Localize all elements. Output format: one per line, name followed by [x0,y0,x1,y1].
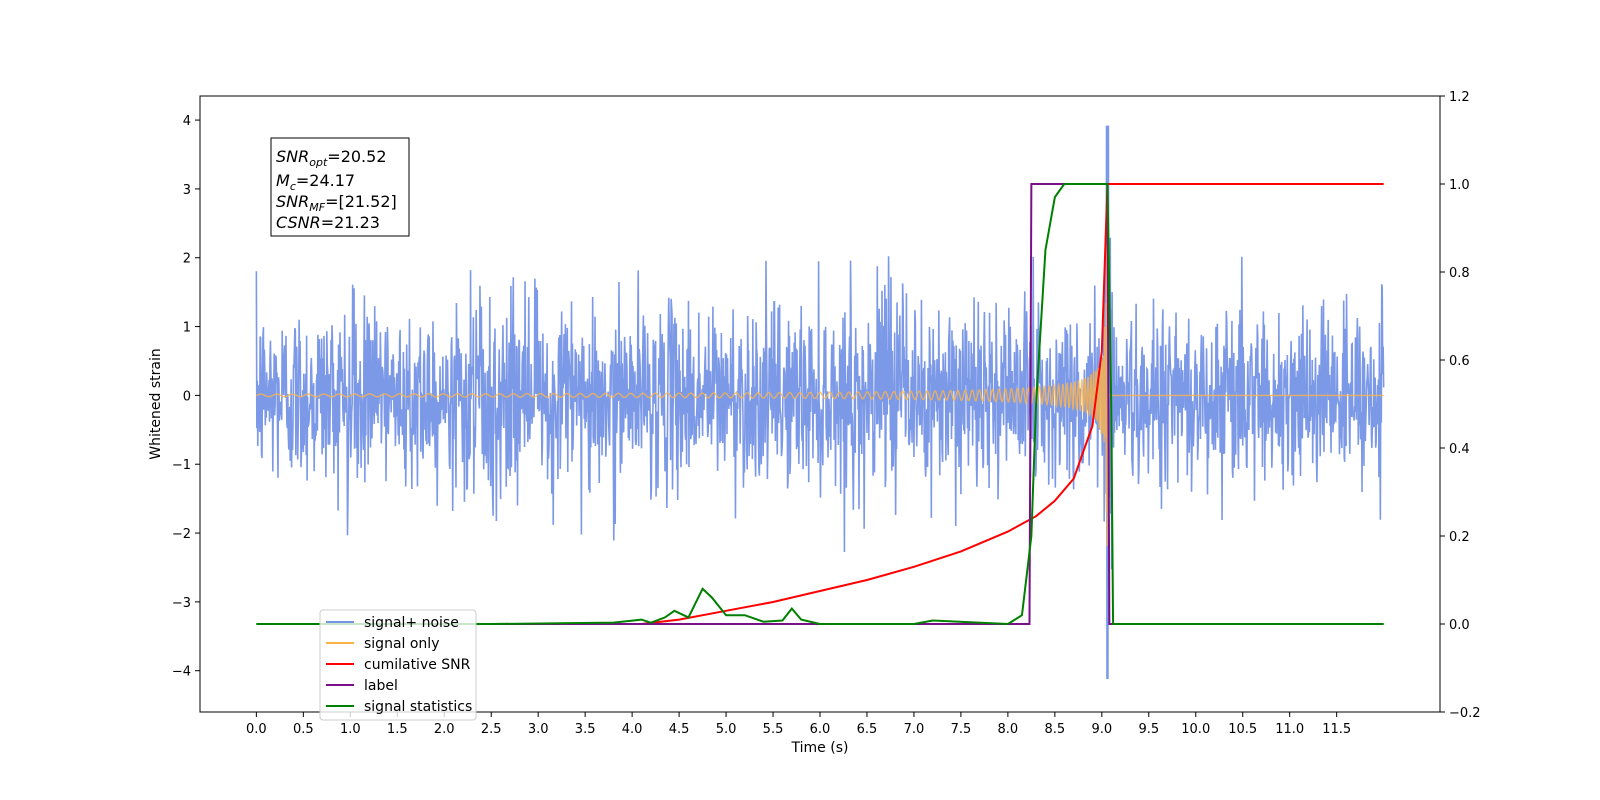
info-snr-mf-value: =[21.52] [325,192,397,211]
x-tick-label: 7.0 [904,722,925,737]
x-tick-label: 0.5 [293,722,314,737]
info-mc: Mc=24.17 [276,171,355,193]
info-snr-opt: SNRopt=20.52 [276,147,387,169]
y-axis-label: Whitened strain [148,348,164,459]
y2-tick-label: 1.2 [1449,90,1470,105]
x-axis-label: Time (s) [791,740,849,756]
x-tick-label: 9.5 [1138,722,1159,737]
x-tick-label: 4.0 [622,722,643,737]
info-mc-sub: c [290,180,296,193]
info-csnr: CSNR=21.23 [276,213,380,232]
info-snr-opt-sub: opt [309,156,328,169]
info-box-frame [270,137,410,237]
legend-label-signal-statistics: signal statistics [364,699,472,715]
x-tick-label: 2.0 [434,722,455,737]
info-snr-opt-base: SNR [276,147,309,166]
series-signal-noise-line [255,125,1385,679]
legend-label-signal-noise: signal+ noise [364,615,459,631]
y2-tick-label: 0.8 [1449,266,1470,281]
info-snr-mf-base: SNR [276,192,309,211]
info-snr-opt-value: =20.52 [327,147,386,166]
x-tick-label: 8.5 [1045,722,1066,737]
legend-item-signal-statistics: signal statistics [326,699,472,715]
info-snr-mf: SNRMF=[21.52] [276,192,397,214]
plot-area [255,125,1385,679]
x-tick-label: 11.0 [1275,722,1304,737]
info-csnr-value: =21.23 [321,213,380,232]
x-tick-label: 6.5 [857,722,878,737]
y2-tick-label: 0.4 [1449,442,1470,457]
y-tick-label: −2 [172,527,191,542]
y-tick-label: 2 [183,252,191,267]
x-tick-label: 10.0 [1181,722,1210,737]
y-axis-left: 4 3 2 1 0 −1 −2 −3 −4 [172,114,200,680]
y2-tick-label: 1.0 [1449,178,1470,193]
x-tick-label: 1.5 [387,722,408,737]
legend-label-cumulative-snr: cumilative SNR [364,657,471,673]
x-tick-label: 3.5 [575,722,596,737]
x-tick-label: 5.5 [763,722,784,737]
legend-item-label: label [326,678,398,694]
legend-label-signal-only: signal only [364,636,439,652]
series-signal-only-line [256,245,1384,547]
info-csnr-base: CSNR [276,213,321,232]
legend: signal+ noise signal only cumilative SNR… [319,609,477,721]
y-tick-label: −3 [172,596,191,611]
y2-tick-label: 0.2 [1449,530,1470,545]
y-tick-label: 1 [183,321,191,336]
x-tick-label: 4.5 [669,722,690,737]
info-box: SNRopt=20.52 Mc=24.17 SNRMF=[21.52] CSNR… [270,137,410,237]
info-snr-mf-sub: MF [309,201,325,214]
info-mc-base: M [276,171,290,190]
series-cumilative-snr-line [641,183,1384,625]
y2-tick-label: 0.6 [1449,354,1470,369]
legend-item-cumulative-snr: cumilative SNR [326,657,471,673]
y-tick-label: −1 [172,458,191,473]
legend-item-signal-only: signal only [326,636,439,652]
y-tick-label: −4 [172,665,191,680]
x-tick-label: 5.0 [716,722,737,737]
y-tick-label: 3 [183,183,191,198]
y2-tick-label: −0.2 [1449,706,1481,721]
x-tick-label: 9.0 [1091,722,1112,737]
x-tick-label: 2.5 [481,722,502,737]
y-tick-label: 4 [183,114,191,129]
x-tick-label: 10.5 [1228,722,1257,737]
x-tick-label: 11.5 [1322,722,1351,737]
info-mc-value: =24.17 [296,171,355,190]
x-tick-label: 0.0 [246,722,267,737]
legend-item-signal-noise: signal+ noise [326,615,459,631]
y-tick-label: 0 [183,389,191,404]
x-tick-label: 3.0 [528,722,549,737]
x-tick-label: 1.0 [340,722,361,737]
x-tick-label: 8.0 [998,722,1019,737]
x-tick-label: 6.0 [810,722,831,737]
x-tick-label: 7.5 [951,722,972,737]
legend-frame [319,609,477,721]
x-axis: 0.0 0.5 1.0 1.5 2.0 2.5 3.0 3.5 4.0 4.5 5.0 5.5 6.0 6… [246,712,1351,737]
y2-tick-label: 0.0 [1449,618,1470,633]
legend-label-label: label [364,678,398,694]
y-axis-right: 1.2 1.0 0.8 0.6 0.4 0.2 0.0 −0.2 [1440,90,1481,721]
series-signal-statistics-line [256,183,1384,626]
